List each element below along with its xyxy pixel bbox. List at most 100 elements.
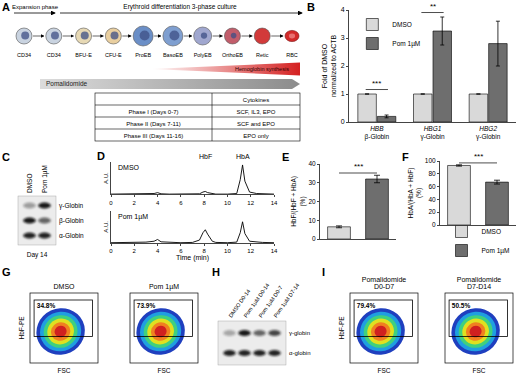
svg-text:SCF, IL3, EPO: SCF, IL3, EPO [236,109,275,115]
svg-text:BasoEB: BasoEB [163,52,183,58]
svg-text:HBG2γ-Globin: HBG2γ-Globin [476,125,501,141]
svg-text:PomalidomideD0-D7: PomalidomideD0-D7 [362,276,406,291]
svg-text:Pom 1µM: Pom 1µM [118,213,148,221]
svg-text:0: 0 [432,221,436,228]
svg-text:HbF/(HbF + HbA)(%): HbF/(HbF + HbA)(%) [290,176,306,227]
svg-text:A.U.: A.U. [103,221,109,233]
svg-text:PomalidomideD7-D14: PomalidomideD7-D14 [457,276,501,291]
svg-text:***: *** [372,79,381,88]
svg-text:DMSO: DMSO [54,283,76,290]
svg-text:0: 0 [341,118,345,125]
svg-text:6: 6 [179,200,183,206]
svg-text:α-globin: α-globin [289,350,310,356]
svg-text:100: 100 [425,157,436,164]
svg-text:Time (min): Time (min) [176,254,209,262]
svg-text:EPO only: EPO only [243,133,268,139]
svg-text:79.4%: 79.4% [357,302,376,309]
svg-text:SCF and EPO: SCF and EPO [237,121,275,127]
svg-text:6: 6 [179,248,183,254]
svg-text:4: 4 [341,6,345,13]
svg-text:Pomalidomide: Pomalidomide [46,80,88,87]
svg-text:50.5%: 50.5% [452,302,471,309]
svg-text:Pom 1µM: Pom 1µM [149,283,179,291]
svg-text:8: 8 [202,200,206,206]
svg-text:HBG1γ-Globin: HBG1γ-Globin [420,125,445,141]
svg-text:14: 14 [271,200,278,206]
svg-text:2: 2 [133,248,137,254]
svg-text:FSC: FSC [158,367,171,374]
svg-text:0: 0 [109,200,113,206]
svg-text:HbA: HbA [236,153,250,160]
svg-text:20: 20 [308,198,316,205]
svg-text:12: 12 [247,248,254,254]
svg-text:40: 40 [428,196,436,203]
svg-text:80: 80 [428,170,436,177]
svg-text:α-Globin: α-Globin [59,232,84,239]
svg-text:HbA/(HbA + HbF)(%): HbA/(HbA + HbF)(%) [407,168,423,219]
svg-text:Erythroid differentiation 3-ph: Erythroid differentiation 3-phase cultur… [123,3,237,11]
svg-text:DMSO: DMSO [118,164,140,171]
svg-text:**: ** [430,2,436,11]
svg-text:4: 4 [156,200,160,206]
svg-text:***: *** [474,152,483,161]
svg-text:Pom 1µM: Pom 1µM [392,40,420,48]
svg-text:DMSO: DMSO [26,174,33,194]
svg-text:OrthoEB: OrthoEB [222,52,243,58]
svg-text:Day 14: Day 14 [27,251,48,259]
svg-text:60: 60 [428,183,436,190]
svg-text:73.9%: 73.9% [137,302,156,309]
svg-text:0: 0 [312,235,316,242]
svg-text:FSC: FSC [473,367,486,374]
svg-text:10: 10 [224,248,231,254]
svg-text:10: 10 [308,217,316,224]
svg-text:Phase I (Days 0-7): Phase I (Days 0-7) [128,109,178,115]
svg-text:30: 30 [308,179,316,186]
svg-text:2: 2 [341,62,345,69]
svg-text:PolyEB: PolyEB [194,52,212,58]
svg-text:10: 10 [224,200,231,206]
svg-text:Retic: Retic [256,52,269,58]
svg-text:CFU-E: CFU-E [105,52,122,58]
svg-text:DMSO D0-14: DMSO D0-14 [227,288,252,319]
svg-text:HbF: HbF [199,153,212,160]
svg-text:3: 3 [341,34,345,41]
svg-text:14: 14 [271,248,278,254]
svg-text:DMSO: DMSO [392,21,412,28]
svg-text:Pom 1µM D0-7: Pom 1µM D0-7 [257,284,284,319]
svg-text:ProEB: ProEB [135,52,151,58]
svg-text:HbF-PE: HbF-PE [18,316,25,340]
svg-text:***: *** [354,162,363,171]
svg-text:Expansion phase: Expansion phase [12,4,59,10]
svg-text:Phase II (Days 7-11): Phase II (Days 7-11) [126,121,181,127]
svg-text:A.U.: A.U. [103,172,109,184]
svg-text:Pom 1µM D7-14: Pom 1µM D7-14 [272,282,300,318]
svg-text:CD34: CD34 [47,52,61,58]
svg-text:γ-Globin: γ-Globin [59,202,84,210]
svg-text:Phase III (Days 11-16): Phase III (Days 11-16) [124,133,184,139]
svg-text:0: 0 [109,248,113,254]
svg-text:Hemoglobin synthesis: Hemoglobin synthesis [235,66,289,72]
svg-text:20: 20 [428,208,436,215]
svg-text:2: 2 [133,200,137,206]
svg-text:HbF-PE: HbF-PE [338,316,345,340]
svg-text:FSC: FSC [58,367,71,374]
svg-text:Pom 1µM: Pom 1µM [41,165,49,193]
svg-text:Pom 1µM D0-14: Pom 1µM D0-14 [242,282,270,318]
svg-text:DMSO: DMSO [482,228,502,235]
svg-text:4: 4 [156,248,160,254]
svg-text:Pom 1µM: Pom 1µM [482,247,510,255]
svg-text:Cytokines: Cytokines [243,97,269,103]
svg-text:1: 1 [341,90,345,97]
svg-text:HBBβ-Globin: HBBβ-Globin [364,125,389,141]
svg-text:γ-globin: γ-globin [289,330,310,336]
svg-text:CD34: CD34 [17,52,31,58]
svg-text:8: 8 [202,248,206,254]
svg-text:β-Globin: β-Globin [59,217,84,225]
svg-text:RBC: RBC [286,52,298,58]
svg-text:Fold of DMSOnormalized to ACTB: Fold of DMSOnormalized to ACTB [321,35,337,98]
svg-text:34.8%: 34.8% [37,302,56,309]
svg-text:12: 12 [247,200,254,206]
svg-text:40: 40 [308,160,316,167]
svg-text:BFU-E: BFU-E [75,52,92,58]
svg-text:FSC: FSC [378,367,391,374]
